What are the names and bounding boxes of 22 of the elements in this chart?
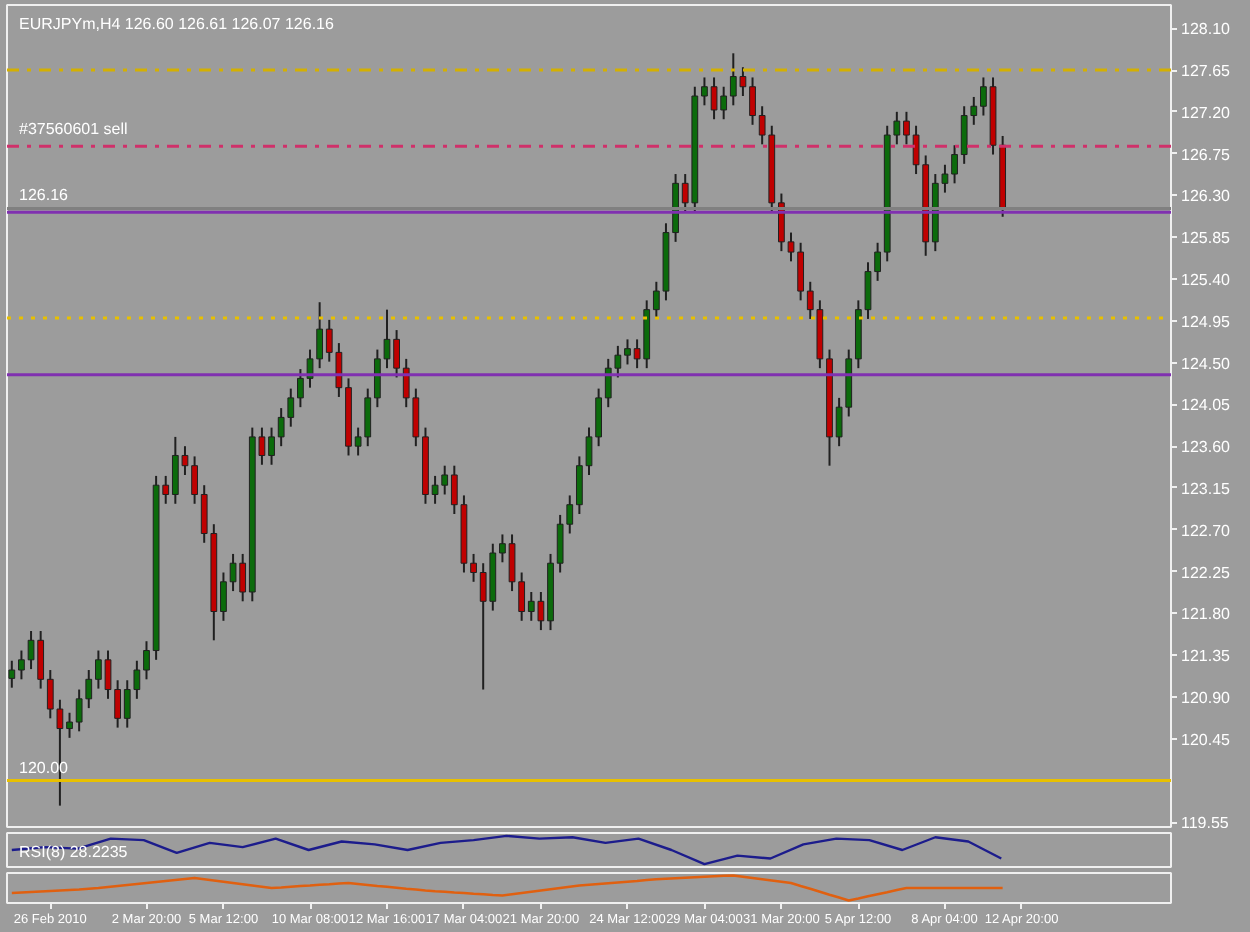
y-tick-label: 119.55 — [1181, 814, 1230, 833]
y-tick-label: 127.20 — [1181, 103, 1232, 122]
text: EURJPYm,H4 126.60 126.61 126.07 126.16 — [19, 15, 335, 33]
y-tick-label: 124.05 — [1181, 396, 1232, 415]
y-tick-label: 126.75 — [1181, 145, 1232, 164]
y-tick-label: 121.35 — [1181, 647, 1232, 666]
ref-line-label: 126.16 — [19, 186, 70, 205]
y-tick-label: 126.30 — [1181, 187, 1232, 206]
y-tick-label: 121.80 — [1181, 605, 1232, 624]
y-tick-label: 122.70 — [1181, 521, 1232, 540]
y-tick-label: 125.85 — [1181, 229, 1232, 248]
y-tick-label: 124.50 — [1181, 354, 1232, 373]
y-tick-label: 123.60 — [1181, 438, 1232, 457]
y-tick-label: 120.45 — [1181, 730, 1232, 749]
y-tick-label: 122.25 — [1181, 563, 1232, 582]
y-tick-label: 120.90 — [1181, 688, 1232, 707]
y-tick-label: 123.15 — [1181, 479, 1232, 498]
y-tick-label: 124.95 — [1181, 312, 1232, 331]
ref-line-label: #37560601 sell — [19, 120, 128, 139]
y-tick-label: 128.10 — [1181, 20, 1232, 39]
y-tick-label: 125.40 — [1181, 271, 1232, 289]
y-tick-label: 127.65 — [1181, 62, 1232, 81]
